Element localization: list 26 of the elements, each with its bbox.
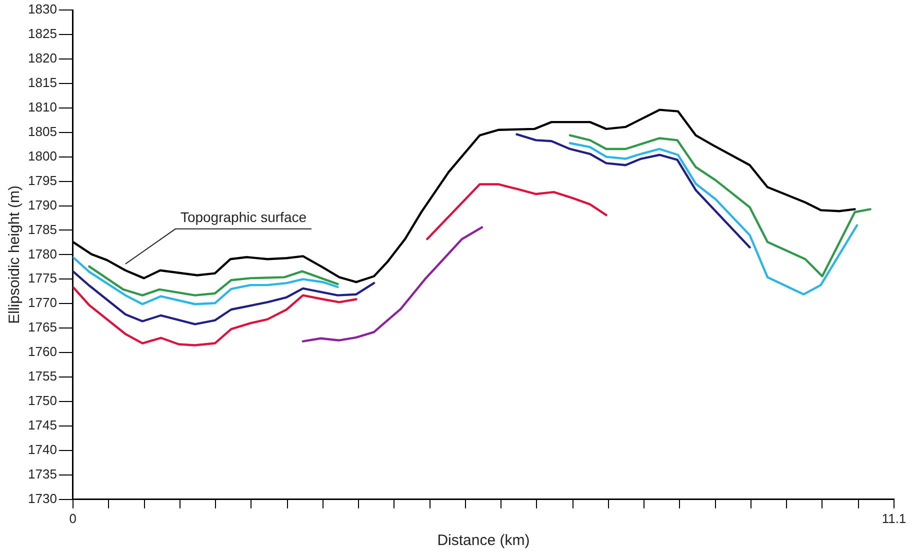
y-tick-label: 1755 — [28, 368, 57, 384]
x-tick-label: 11.1 — [882, 510, 906, 526]
y-tick-label: 1820 — [28, 50, 57, 66]
y-tick-label: 1830 — [28, 2, 57, 17]
y-tick-label: 1795 — [28, 172, 57, 188]
y-tick-label: 1750 — [28, 393, 57, 408]
y-tick-label: 1775 — [28, 270, 57, 286]
y-tick-label: 1745 — [28, 418, 57, 433]
y-tick-label: 1735 — [28, 466, 57, 482]
y-tick-label: 1805 — [28, 124, 57, 139]
y-tick-label: 1800 — [28, 148, 57, 164]
y-tick-label: 1785 — [28, 222, 57, 237]
y-tick-label: 1770 — [28, 295, 57, 310]
y-tick-label: 1765 — [28, 320, 57, 335]
annotation: Topographic surface — [180, 208, 307, 225]
y-tick-label: 1780 — [28, 246, 57, 262]
y-tick-label: 1810 — [28, 99, 57, 114]
y-axis-title: Ellipsoidic height (m) — [6, 186, 24, 324]
y-tick-label: 1790 — [28, 197, 57, 212]
x-axis-title: Distance (km) — [437, 532, 530, 550]
y-tick-label: 1760 — [28, 344, 57, 360]
y-tick-label: 1825 — [28, 26, 57, 42]
y-tick-label: 1730 — [28, 490, 57, 506]
y-tick-label: 1815 — [28, 74, 57, 90]
x-tick-label: 0 — [69, 510, 77, 526]
y-tick-label: 1740 — [28, 442, 57, 458]
